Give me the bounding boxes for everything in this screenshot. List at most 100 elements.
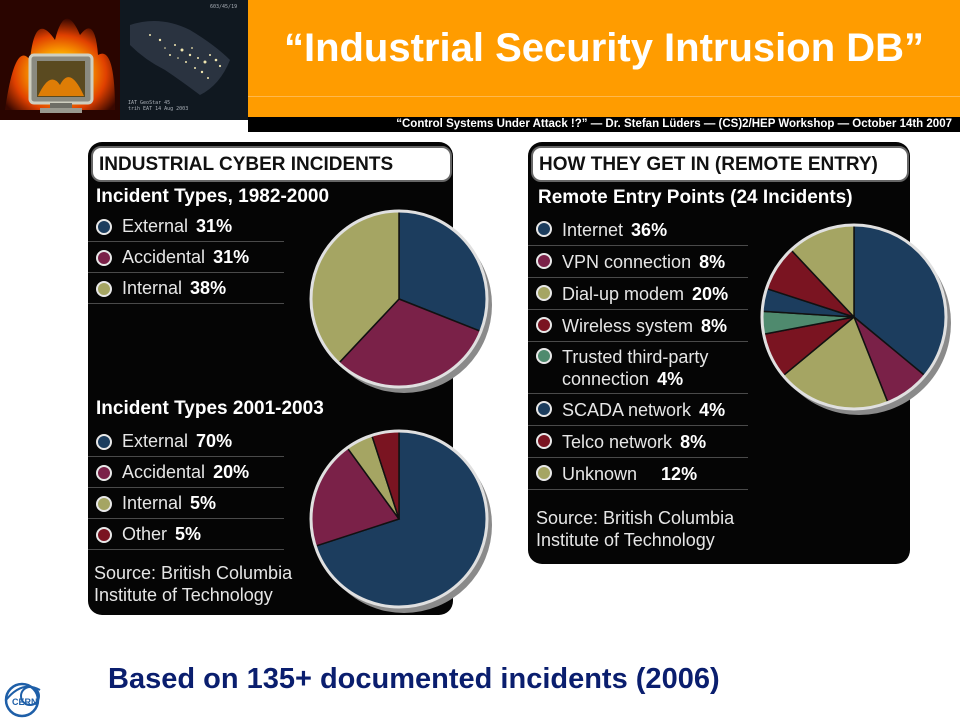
legend-text: Telco network 8% [562,431,706,453]
legend-item: Trusted third-party connection 4% [528,342,748,394]
legend-label: connection [562,369,650,389]
legend-item: Accidental 31% [88,243,284,273]
legend-value: 8% [701,316,728,336]
legend-swatch [536,317,552,333]
legend-swatch [96,218,112,235]
legend-label: External [122,431,189,451]
legend-item: Internet 36% [528,214,748,246]
legend-label: SCADA network [562,400,692,420]
legend-label-line: Trusted third-party [562,346,708,368]
source-line: Source: British Columbia [94,563,293,583]
legend-value: 5% [175,524,202,544]
legend-swatch [536,348,552,364]
legend-value: 20% [213,462,250,482]
legend-value: 4% [657,369,684,389]
pie-rim [760,223,948,411]
footer-note: Based on 135+ documented incidents (2006… [108,663,720,695]
legend-swatch [536,221,552,237]
svg-text:CERN: CERN [12,697,38,707]
legend-label-line: Internet 36% [562,219,667,241]
legend-swatch [96,526,112,543]
legend-item: Dial-up modem 20% [528,278,748,310]
legend-label-line: Telco network 8% [562,431,706,453]
legend-value: 5% [190,493,217,513]
subtitle: “Control Systems Under Attack !?” — Dr. … [396,118,952,130]
pie-chart-remote-entry [760,223,951,415]
legend-item: Telco network 8% [528,426,748,458]
legend-text: Dial-up modem 20% [562,283,728,305]
legend-swatch [96,495,112,512]
source-line: Institute of Technology [94,585,273,605]
right-chart-panel: HOW THEY GET IN (REMOTE ENTRY) Remote En… [528,142,951,564]
legend-text: Trusted third-party connection 4% [562,346,708,390]
legend-label: Dial-up modem [562,284,685,304]
legend-item: Wireless system 8% [528,310,748,342]
legend-value: 4% [699,400,726,420]
page-title: “Industrial Security Intrusion DB” [283,26,925,70]
legend-swatch [96,249,112,266]
legend-label: Other [122,524,168,544]
legend-label: Internal [122,278,183,298]
pie-rim [309,429,489,609]
legend-value: 8% [699,252,726,272]
left-panel-title: INDUSTRIAL CYBER INCIDENTS [91,146,452,182]
legend-label: Telco network [562,432,673,452]
legend-label: Trusted third-party [562,347,709,367]
legend-value: 38% [190,278,227,298]
legend-swatch [96,433,112,450]
legend-label: Wireless system [562,316,694,336]
pie-chart-1982-2000 [309,209,492,393]
legend-text: Unknown 12% [562,463,697,485]
legend-value: 8% [680,432,707,452]
legend-label-line: VPN connection 8% [562,251,725,273]
legend-label-line: Wireless system 8% [562,315,727,337]
chart3-title: Remote Entry Points (24 Incidents) [538,187,853,208]
legend-swatch [536,465,552,481]
legend-item: VPN connection 8% [528,246,748,278]
legend-item: SCADA network 4% [528,394,748,426]
left-chart-panel: INDUSTRIAL CYBER INCIDENTS Incident Type… [88,142,492,615]
legend-value: 36% [631,220,668,240]
fire-monitor-image [0,0,120,120]
legend-text: SCADA network 4% [562,399,725,421]
legend-text: VPN connection 8% [562,251,725,273]
legend-label: Internal [122,493,183,513]
legend-item: External 70% [88,427,284,457]
left-source: Source: British Columbia Institute of Te… [94,562,292,606]
legend-swatch [536,253,552,269]
legend-label: Accidental [122,462,206,482]
legend-label: Unknown [562,464,638,484]
legend-item: Accidental 20% [88,458,284,488]
legend-swatch [536,285,552,301]
pie-rim [309,209,489,389]
source-line: Source: British Columbia [536,508,735,528]
legend-text: Wireless system 8% [562,315,727,337]
legend-item: External 31% [88,212,284,242]
legend-value: 20% [692,284,729,304]
right-source: Source: British Columbia Institute of Te… [536,507,734,551]
legend-item: Unknown 12% [528,458,748,490]
night-earth-map-image: 603/45/19 IAT GeoStar 45 trih EAT 14 Aug… [120,0,248,120]
legend-label: VPN connection [562,252,692,272]
svg-text:trih EAT 14 Aug 2003: trih EAT 14 Aug 2003 [128,106,188,112]
legend-label: Internet [562,220,624,240]
svg-text:603/45/19: 603/45/19 [210,4,237,10]
cern-logo: CERN [0,670,50,720]
subtitle-bar: “Control Systems Under Attack !?” — Dr. … [248,117,960,132]
legend-item: Internal 5% [88,489,284,519]
chart2-title: Incident Types 2001-2003 [96,398,324,419]
svg-text:IAT GeoStar 45: IAT GeoStar 45 [128,100,170,106]
legend-item: Internal 38% [88,274,284,304]
legend-label: Accidental [122,247,206,267]
legend-label: External [122,216,189,236]
legend-text: Internet 36% [562,219,667,241]
legend-swatch [536,401,552,417]
legend-label-line: connection 4% [562,368,708,390]
source-line: Institute of Technology [536,530,715,550]
legend-item: Other 5% [88,520,284,550]
legend-label-line: Unknown 12% [562,463,697,485]
legend-value: 12% [661,464,698,484]
legend-swatch [96,280,112,297]
right-panel-title: HOW THEY GET IN (REMOTE ENTRY) [531,146,909,182]
chart1-title: Incident Types, 1982-2000 [96,186,330,207]
